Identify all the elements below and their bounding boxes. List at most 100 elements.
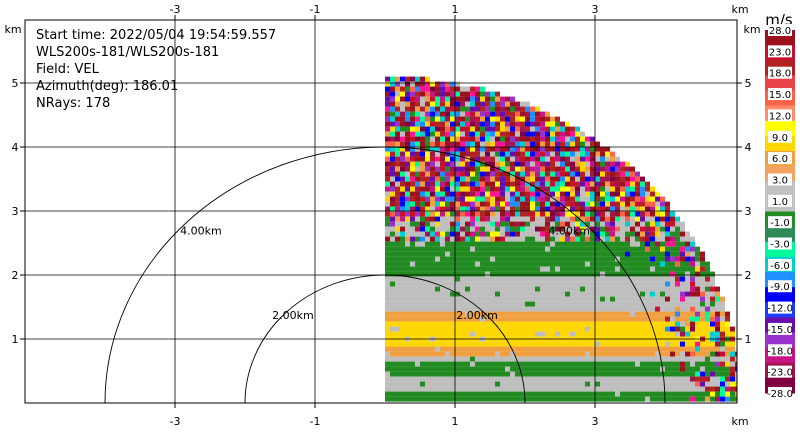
velocity-cell xyxy=(490,326,495,332)
velocity-cell xyxy=(390,381,395,387)
velocity-cell xyxy=(475,181,480,187)
velocity-cell xyxy=(510,241,515,247)
velocity-cell xyxy=(420,271,425,277)
velocity-cell xyxy=(485,151,490,157)
velocity-cell xyxy=(385,76,390,82)
velocity-cell xyxy=(645,256,650,262)
velocity-cell xyxy=(475,306,480,312)
velocity-cell xyxy=(715,351,720,357)
velocity-cell xyxy=(590,176,595,182)
velocity-cell xyxy=(670,341,675,347)
velocity-cell xyxy=(470,371,475,377)
velocity-cell xyxy=(470,161,475,167)
velocity-cell xyxy=(475,211,480,217)
velocity-cell xyxy=(715,306,720,312)
velocity-cell xyxy=(425,321,430,327)
velocity-cell xyxy=(545,291,550,297)
velocity-cell xyxy=(650,366,655,372)
velocity-cell xyxy=(410,116,415,122)
velocity-cell xyxy=(645,321,650,327)
velocity-cell xyxy=(440,391,445,397)
velocity-cell xyxy=(555,276,560,282)
velocity-cell xyxy=(525,346,530,352)
velocity-cell xyxy=(640,341,645,347)
velocity-cell xyxy=(715,396,720,402)
velocity-cell xyxy=(435,376,440,382)
velocity-cell xyxy=(515,101,520,107)
velocity-cell xyxy=(425,191,430,197)
velocity-cell xyxy=(720,396,725,402)
velocity-cell xyxy=(590,271,595,277)
velocity-cell xyxy=(685,306,690,312)
velocity-cell xyxy=(460,116,465,122)
velocity-cell xyxy=(440,151,445,157)
velocity-cell xyxy=(385,341,390,347)
velocity-cell xyxy=(435,206,440,212)
velocity-cell xyxy=(555,171,560,177)
velocity-cell xyxy=(385,321,390,327)
y-tick-label-right: 1 xyxy=(745,333,752,346)
range-ring-label: 2.00km xyxy=(456,309,498,322)
velocity-cell xyxy=(565,231,570,237)
velocity-cell xyxy=(480,101,485,107)
velocity-cell xyxy=(385,141,390,147)
velocity-cell xyxy=(490,191,495,197)
velocity-cell xyxy=(680,301,685,307)
velocity-cell xyxy=(600,296,605,302)
velocity-cell xyxy=(635,241,640,247)
velocity-cell xyxy=(415,381,420,387)
velocity-cell xyxy=(685,301,690,307)
velocity-cell xyxy=(400,201,405,207)
velocity-cell xyxy=(415,191,420,197)
velocity-cell xyxy=(475,371,480,377)
velocity-cell xyxy=(525,261,530,267)
velocity-cell xyxy=(415,391,420,397)
velocity-cell xyxy=(575,261,580,267)
velocity-cell xyxy=(495,91,500,97)
velocity-cell xyxy=(515,106,520,112)
velocity-cell xyxy=(425,246,430,252)
velocity-cell xyxy=(470,346,475,352)
velocity-cell xyxy=(665,281,670,287)
velocity-cell xyxy=(420,306,425,312)
velocity-cell xyxy=(670,381,675,387)
velocity-cell xyxy=(660,341,665,347)
velocity-cell xyxy=(605,161,610,167)
velocity-cell xyxy=(605,386,610,392)
velocity-cell xyxy=(670,356,675,362)
velocity-cell xyxy=(435,151,440,157)
velocity-cell xyxy=(720,371,725,377)
velocity-cell xyxy=(670,266,675,272)
velocity-cell xyxy=(505,156,510,162)
velocity-cell xyxy=(535,261,540,267)
velocity-cell xyxy=(610,281,615,287)
velocity-cell xyxy=(515,116,520,122)
velocity-cell xyxy=(390,146,395,152)
velocity-cell xyxy=(550,361,555,367)
velocity-cell xyxy=(480,116,485,122)
velocity-cell xyxy=(500,381,505,387)
velocity-cell xyxy=(605,321,610,327)
velocity-cell xyxy=(695,341,700,347)
velocity-cell xyxy=(595,391,600,397)
velocity-cell xyxy=(410,271,415,277)
velocity-cell xyxy=(695,291,700,297)
velocity-cell xyxy=(455,351,460,357)
velocity-cell xyxy=(460,331,465,337)
velocity-cell xyxy=(405,381,410,387)
velocity-cell xyxy=(640,216,645,222)
velocity-cell xyxy=(455,101,460,107)
velocity-cell xyxy=(620,281,625,287)
velocity-cell xyxy=(590,166,595,172)
velocity-cell xyxy=(510,236,515,242)
velocity-cell xyxy=(625,166,630,172)
velocity-cell xyxy=(660,381,665,387)
velocity-cell xyxy=(475,126,480,132)
velocity-cell xyxy=(435,201,440,207)
velocity-cell xyxy=(660,231,665,237)
velocity-cell xyxy=(535,291,540,297)
y-tick-label: 4 xyxy=(12,141,19,154)
velocity-cell xyxy=(435,141,440,147)
velocity-cell xyxy=(560,191,565,197)
velocity-cell xyxy=(435,96,440,102)
